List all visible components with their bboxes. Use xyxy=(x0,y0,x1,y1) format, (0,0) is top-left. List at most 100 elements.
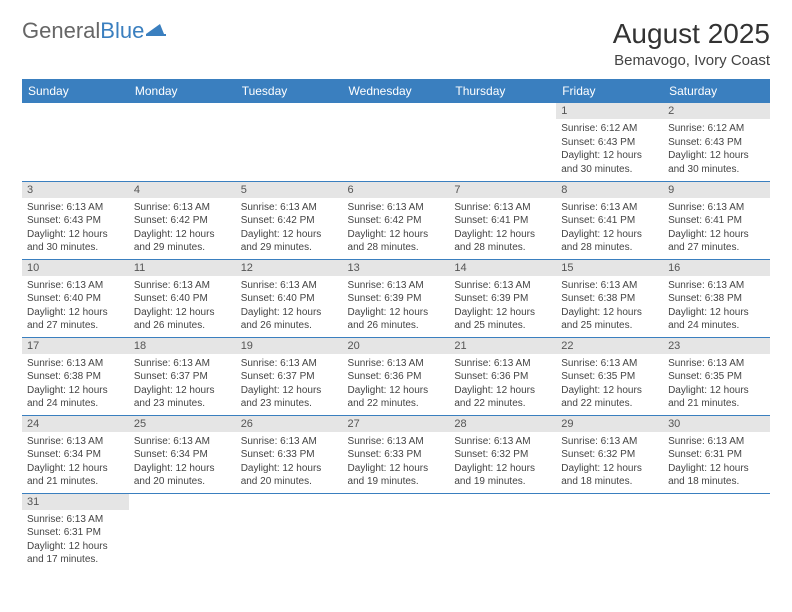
calendar-cell xyxy=(556,493,663,571)
weekday-header: Saturday xyxy=(663,79,770,103)
day-number: 6 xyxy=(343,182,450,198)
day-number: 7 xyxy=(449,182,556,198)
day-number: 8 xyxy=(556,182,663,198)
day-info: Sunrise: 6:13 AMSunset: 6:38 PMDaylight:… xyxy=(556,276,663,337)
title-block: August 2025 Bemavogo, Ivory Coast xyxy=(613,18,770,69)
day-info: Sunrise: 6:13 AMSunset: 6:39 PMDaylight:… xyxy=(343,276,450,337)
day-info: Sunrise: 6:13 AMSunset: 6:37 PMDaylight:… xyxy=(236,354,343,415)
weekday-header: Wednesday xyxy=(343,79,450,103)
day-info: Sunrise: 6:13 AMSunset: 6:34 PMDaylight:… xyxy=(129,432,236,493)
day-info: Sunrise: 6:13 AMSunset: 6:36 PMDaylight:… xyxy=(343,354,450,415)
day-number: 2 xyxy=(663,103,770,119)
calendar-cell: 10Sunrise: 6:13 AMSunset: 6:40 PMDayligh… xyxy=(22,259,129,337)
day-info: Sunrise: 6:13 AMSunset: 6:41 PMDaylight:… xyxy=(556,198,663,259)
day-number: 27 xyxy=(343,416,450,432)
calendar-cell: 22Sunrise: 6:13 AMSunset: 6:35 PMDayligh… xyxy=(556,337,663,415)
calendar-cell: 28Sunrise: 6:13 AMSunset: 6:32 PMDayligh… xyxy=(449,415,556,493)
day-info: Sunrise: 6:13 AMSunset: 6:39 PMDaylight:… xyxy=(449,276,556,337)
calendar-cell xyxy=(236,103,343,181)
day-info: Sunrise: 6:13 AMSunset: 6:42 PMDaylight:… xyxy=(343,198,450,259)
calendar-cell xyxy=(236,493,343,571)
calendar-cell: 21Sunrise: 6:13 AMSunset: 6:36 PMDayligh… xyxy=(449,337,556,415)
weekday-header: Thursday xyxy=(449,79,556,103)
day-number: 12 xyxy=(236,260,343,276)
calendar-cell xyxy=(663,493,770,571)
day-info: Sunrise: 6:13 AMSunset: 6:40 PMDaylight:… xyxy=(22,276,129,337)
day-number: 28 xyxy=(449,416,556,432)
calendar-cell: 1Sunrise: 6:12 AMSunset: 6:43 PMDaylight… xyxy=(556,103,663,181)
day-info: Sunrise: 6:13 AMSunset: 6:36 PMDaylight:… xyxy=(449,354,556,415)
day-info: Sunrise: 6:13 AMSunset: 6:38 PMDaylight:… xyxy=(22,354,129,415)
day-number: 1 xyxy=(556,103,663,119)
day-info: Sunrise: 6:13 AMSunset: 6:34 PMDaylight:… xyxy=(22,432,129,493)
calendar-cell: 31Sunrise: 6:13 AMSunset: 6:31 PMDayligh… xyxy=(22,493,129,571)
calendar-cell: 26Sunrise: 6:13 AMSunset: 6:33 PMDayligh… xyxy=(236,415,343,493)
day-info: Sunrise: 6:13 AMSunset: 6:37 PMDaylight:… xyxy=(129,354,236,415)
day-number: 10 xyxy=(22,260,129,276)
day-info: Sunrise: 6:13 AMSunset: 6:41 PMDaylight:… xyxy=(449,198,556,259)
day-info: Sunrise: 6:13 AMSunset: 6:31 PMDaylight:… xyxy=(663,432,770,493)
day-number: 17 xyxy=(22,338,129,354)
calendar-row: 17Sunrise: 6:13 AMSunset: 6:38 PMDayligh… xyxy=(22,337,770,415)
day-number: 21 xyxy=(449,338,556,354)
day-info: Sunrise: 6:13 AMSunset: 6:35 PMDaylight:… xyxy=(556,354,663,415)
calendar-cell: 27Sunrise: 6:13 AMSunset: 6:33 PMDayligh… xyxy=(343,415,450,493)
weekday-header: Friday xyxy=(556,79,663,103)
calendar-cell: 5Sunrise: 6:13 AMSunset: 6:42 PMDaylight… xyxy=(236,181,343,259)
day-info: Sunrise: 6:13 AMSunset: 6:35 PMDaylight:… xyxy=(663,354,770,415)
weekday-header: Sunday xyxy=(22,79,129,103)
calendar-cell xyxy=(129,103,236,181)
day-number: 18 xyxy=(129,338,236,354)
calendar-cell xyxy=(449,493,556,571)
calendar-cell: 18Sunrise: 6:13 AMSunset: 6:37 PMDayligh… xyxy=(129,337,236,415)
day-number: 24 xyxy=(22,416,129,432)
day-info: Sunrise: 6:12 AMSunset: 6:43 PMDaylight:… xyxy=(663,119,770,180)
weekday-header-row: SundayMondayTuesdayWednesdayThursdayFrid… xyxy=(22,79,770,103)
day-number: 16 xyxy=(663,260,770,276)
calendar-row: 1Sunrise: 6:12 AMSunset: 6:43 PMDaylight… xyxy=(22,103,770,181)
day-number: 13 xyxy=(343,260,450,276)
calendar-cell: 3Sunrise: 6:13 AMSunset: 6:43 PMDaylight… xyxy=(22,181,129,259)
day-info: Sunrise: 6:12 AMSunset: 6:43 PMDaylight:… xyxy=(556,119,663,180)
calendar-cell: 11Sunrise: 6:13 AMSunset: 6:40 PMDayligh… xyxy=(129,259,236,337)
weekday-header: Tuesday xyxy=(236,79,343,103)
day-number: 20 xyxy=(343,338,450,354)
day-number: 23 xyxy=(663,338,770,354)
day-number: 3 xyxy=(22,182,129,198)
calendar-row: 24Sunrise: 6:13 AMSunset: 6:34 PMDayligh… xyxy=(22,415,770,493)
logo: GeneralBlue xyxy=(22,18,168,44)
calendar-cell: 14Sunrise: 6:13 AMSunset: 6:39 PMDayligh… xyxy=(449,259,556,337)
calendar-table: SundayMondayTuesdayWednesdayThursdayFrid… xyxy=(22,79,770,571)
day-number: 30 xyxy=(663,416,770,432)
day-info: Sunrise: 6:13 AMSunset: 6:40 PMDaylight:… xyxy=(236,276,343,337)
day-info: Sunrise: 6:13 AMSunset: 6:33 PMDaylight:… xyxy=(236,432,343,493)
day-number: 15 xyxy=(556,260,663,276)
day-number: 11 xyxy=(129,260,236,276)
calendar-cell xyxy=(129,493,236,571)
calendar-cell: 2Sunrise: 6:12 AMSunset: 6:43 PMDaylight… xyxy=(663,103,770,181)
logo-text-blue: Blue xyxy=(100,18,144,44)
day-number: 31 xyxy=(22,494,129,510)
page-title: August 2025 xyxy=(613,18,770,50)
day-info: Sunrise: 6:13 AMSunset: 6:43 PMDaylight:… xyxy=(22,198,129,259)
calendar-cell: 15Sunrise: 6:13 AMSunset: 6:38 PMDayligh… xyxy=(556,259,663,337)
calendar-cell: 23Sunrise: 6:13 AMSunset: 6:35 PMDayligh… xyxy=(663,337,770,415)
day-info: Sunrise: 6:13 AMSunset: 6:33 PMDaylight:… xyxy=(343,432,450,493)
calendar-cell: 19Sunrise: 6:13 AMSunset: 6:37 PMDayligh… xyxy=(236,337,343,415)
logo-text-general: General xyxy=(22,18,100,44)
calendar-cell: 24Sunrise: 6:13 AMSunset: 6:34 PMDayligh… xyxy=(22,415,129,493)
calendar-cell: 20Sunrise: 6:13 AMSunset: 6:36 PMDayligh… xyxy=(343,337,450,415)
calendar-cell xyxy=(22,103,129,181)
day-number: 29 xyxy=(556,416,663,432)
calendar-cell: 12Sunrise: 6:13 AMSunset: 6:40 PMDayligh… xyxy=(236,259,343,337)
day-info: Sunrise: 6:13 AMSunset: 6:40 PMDaylight:… xyxy=(129,276,236,337)
day-info: Sunrise: 6:13 AMSunset: 6:38 PMDaylight:… xyxy=(663,276,770,337)
calendar-cell: 6Sunrise: 6:13 AMSunset: 6:42 PMDaylight… xyxy=(343,181,450,259)
calendar-cell: 25Sunrise: 6:13 AMSunset: 6:34 PMDayligh… xyxy=(129,415,236,493)
calendar-cell: 16Sunrise: 6:13 AMSunset: 6:38 PMDayligh… xyxy=(663,259,770,337)
calendar-cell: 30Sunrise: 6:13 AMSunset: 6:31 PMDayligh… xyxy=(663,415,770,493)
day-number: 5 xyxy=(236,182,343,198)
calendar-cell xyxy=(449,103,556,181)
calendar-cell xyxy=(343,103,450,181)
calendar-cell: 8Sunrise: 6:13 AMSunset: 6:41 PMDaylight… xyxy=(556,181,663,259)
